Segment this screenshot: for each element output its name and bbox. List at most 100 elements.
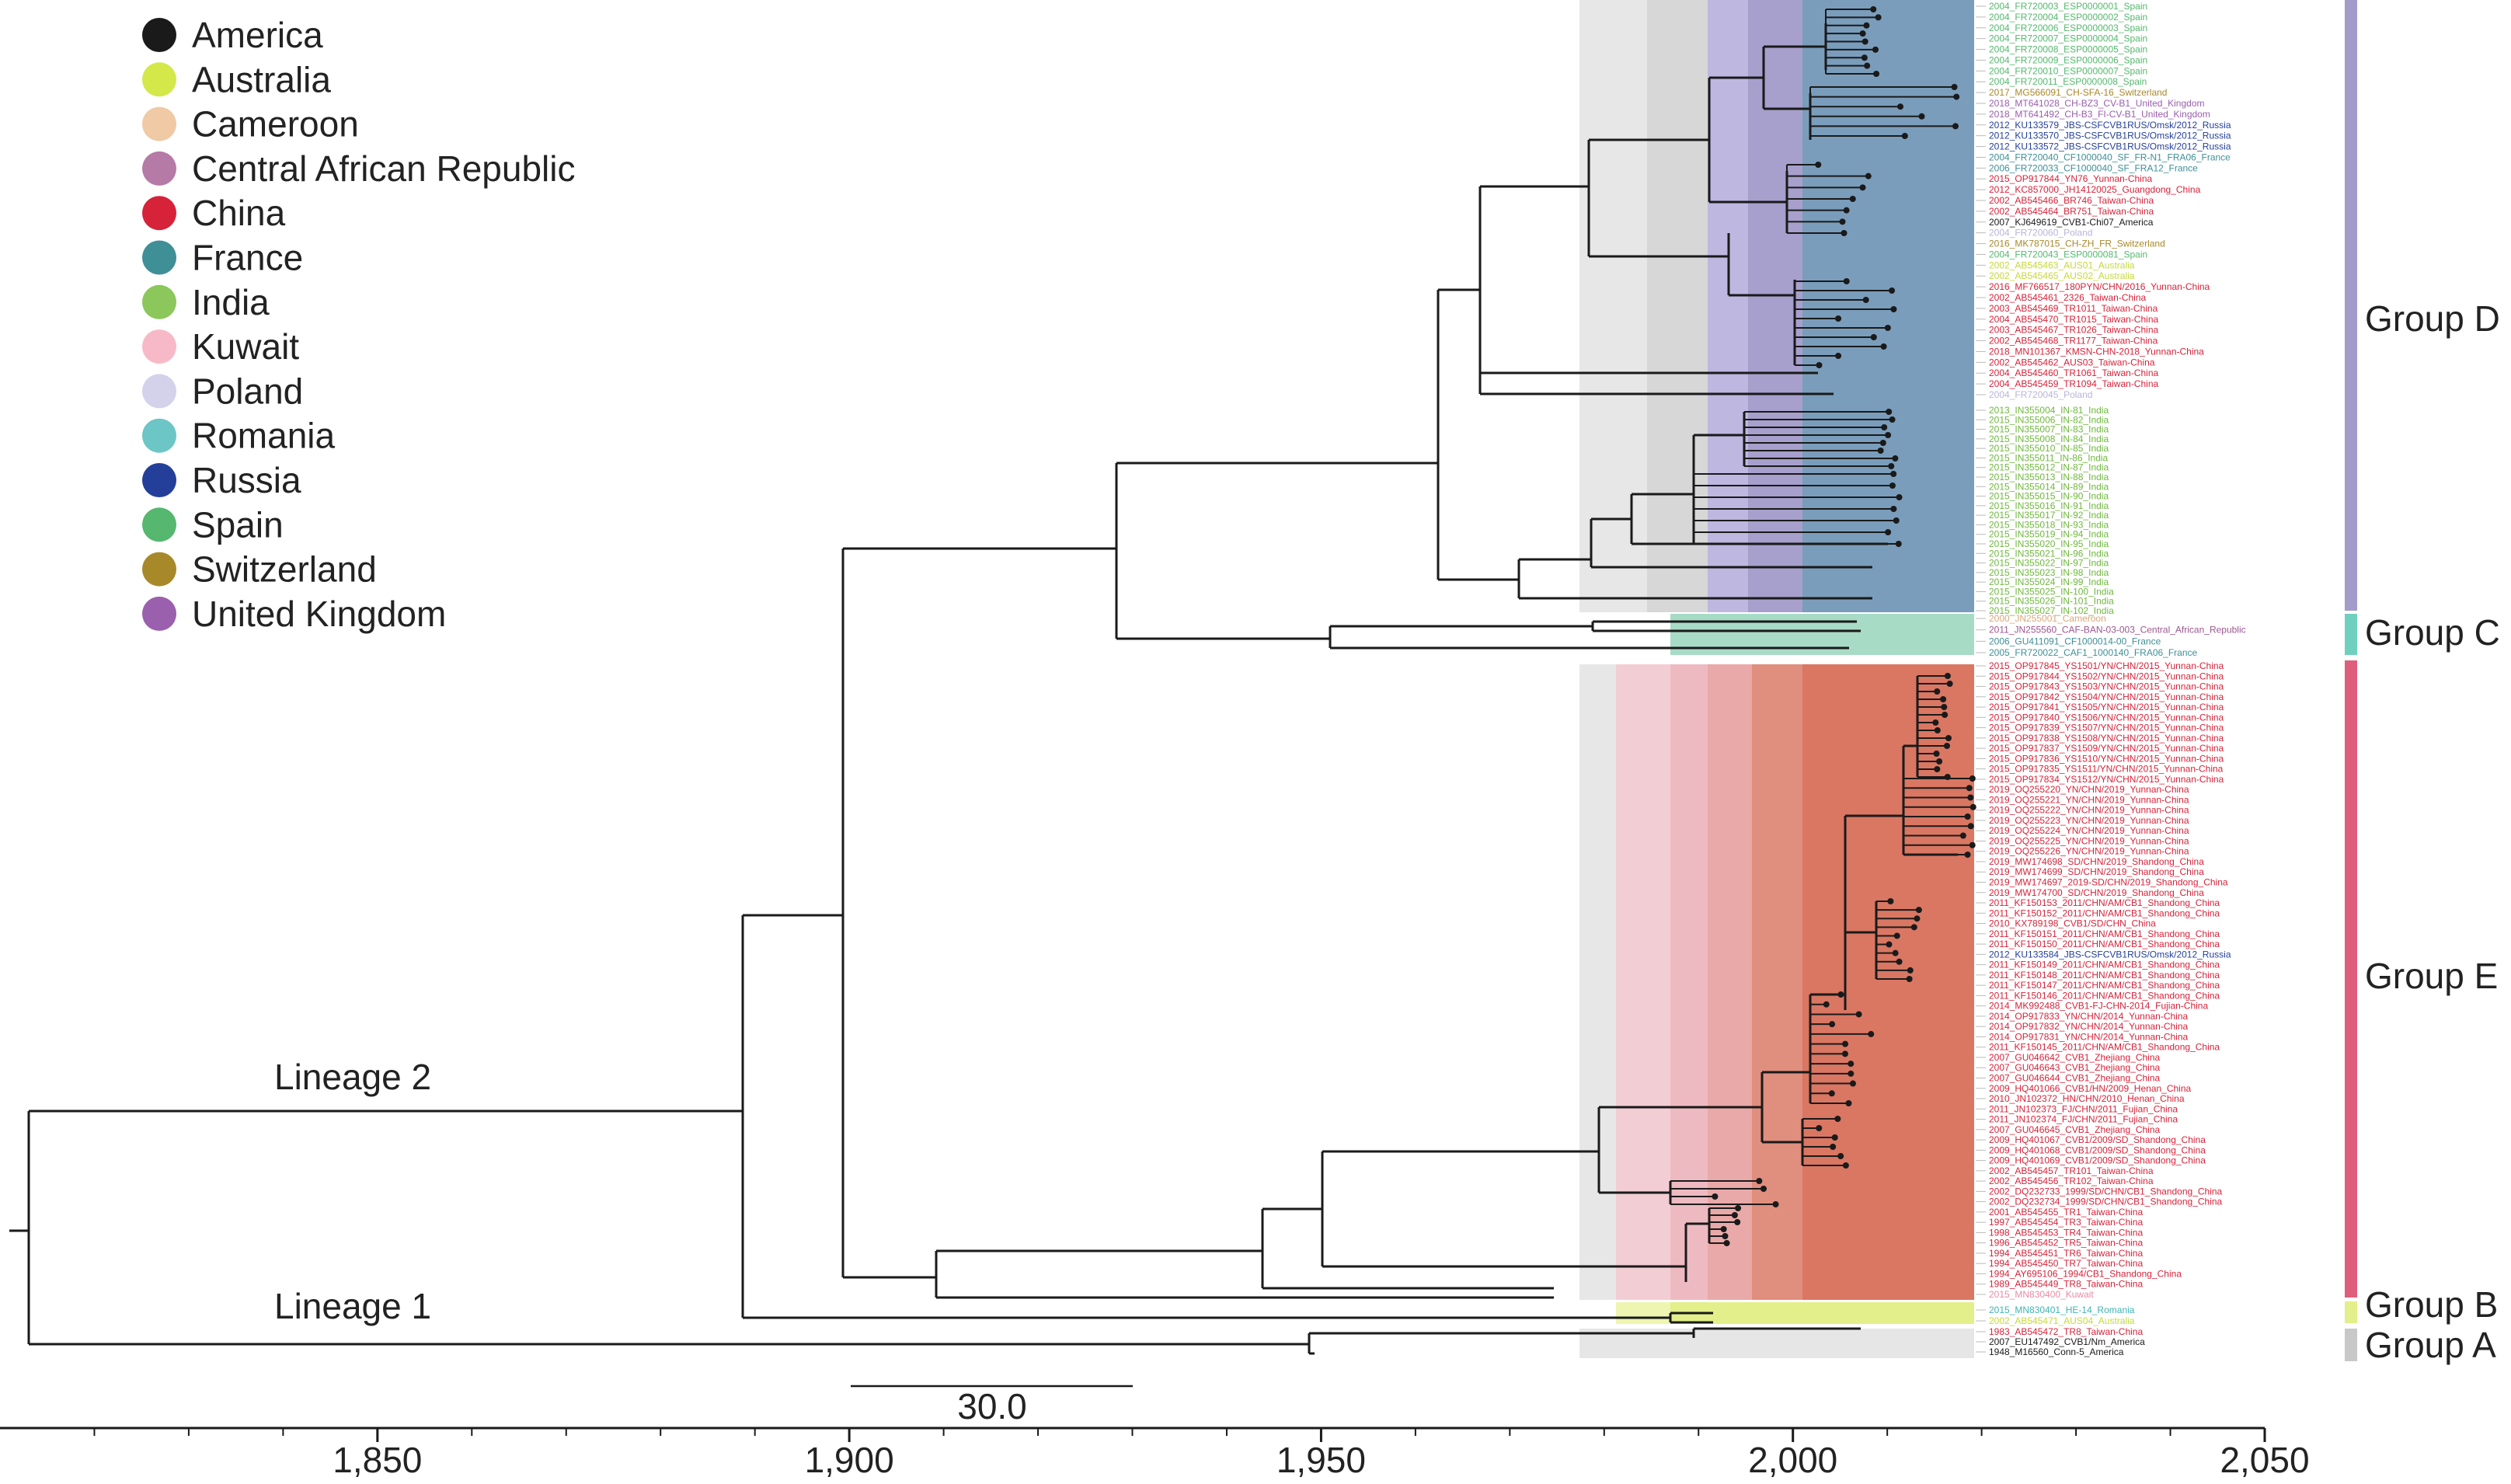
tip-label: 2004_FR720004_ESP0000002_Spain: [1989, 12, 2147, 23]
tip-label: 1989_AB545449_TR8_Taiwan-China: [1989, 1279, 2143, 1290]
legend-label: Kuwait: [192, 326, 299, 367]
legend-swatch: [142, 418, 176, 453]
tip-label: 2015_IN355023_IN-98_India: [1989, 567, 2109, 578]
legend-label: Australia: [192, 59, 331, 99]
tip-label: 2002_AB545464_BR751_Taiwan-China: [1989, 206, 2154, 217]
tip-label: 2002_AB545456_TR102_Taiwan-China: [1989, 1176, 2154, 1186]
axis-tick-label: 1,900: [805, 1440, 894, 1480]
tip-label: 2016_MK787015_CH-ZH_FR_Switzerland: [1989, 239, 2165, 249]
tip-label: 2015_OP917836_YS1510/YN/CHN/2015_Yunnan-…: [1989, 753, 2224, 764]
tip-label: 2019_OQ255220_YN/CHN/2019_Yunnan-China: [1989, 784, 2189, 795]
group-e-bar: [2345, 660, 2357, 1298]
tip-label: 2019_OQ255225_YN/CHN/2019_Yunnan-China: [1989, 835, 2189, 846]
legend-item: Russia: [142, 460, 301, 500]
tip-label: 1994_AB545450_TR7_Taiwan-China: [1989, 1258, 2143, 1269]
tip-label: 2011_JN102373_FJ/CHN/2011_Fujian_China: [1989, 1103, 2178, 1114]
legend-item: Central African Republic: [142, 148, 575, 189]
legend-item: United Kingdom: [142, 594, 446, 634]
tip-label: 2014_OP917833_YN/CHN/2014_Yunnan-China: [1989, 1011, 2189, 1022]
time-axis: 1,850 1,900 1,950 2,000 2,050: [0, 1427, 2310, 1480]
legend-label: America: [192, 15, 323, 55]
tip-label: 2019_OQ255221_YN/CHN/2019_Yunnan-China: [1989, 794, 2189, 805]
tip-label: 2011_KF150147_2011/CHN/AM/CB1_Shandong_C…: [1989, 980, 2220, 991]
tip-label: 2002_AB545471_AUS04_Australia: [1989, 1315, 2135, 1326]
legend-label: Cameroon: [192, 104, 359, 145]
tip-label: 2002_AB545457_TR101_Taiwan-China: [1989, 1165, 2154, 1176]
legend-label: Central African Republic: [192, 148, 575, 189]
legend-swatch: [142, 552, 176, 587]
group-d-label: Group D: [2365, 298, 2500, 339]
tip-label: 1948_M16560_Conn-5_America: [1989, 1346, 2124, 1357]
axis-tick-label: 1,850: [333, 1440, 422, 1480]
tip-label: 1996_AB545452_TR5_Taiwan-China: [1989, 1238, 2143, 1249]
tip-label: 2015_OP917843_YS1503/YN/CHN/2015_Yunnan-…: [1989, 681, 2224, 692]
tip-label: 2002_DQ232734_1999/SD/CHN/CB1_Shandong_C…: [1989, 1197, 2223, 1207]
scale-bar: 30.0: [851, 1385, 1133, 1427]
tip-label: 2004_FR720011_ESP0000008_Spain: [1989, 76, 2147, 87]
tip-label: 2011_KF150152_2011/CHN/AM/CB1_Shandong_C…: [1989, 907, 2220, 918]
tip-label: 2015_IN355016_IN-91_India: [1989, 500, 2109, 511]
tip-label: 2002_AB545462_AUS03_Taiwan-China: [1989, 357, 2155, 368]
legend-label: Romania: [192, 416, 336, 456]
tip-label: 2004_AB545459_TR1094_Taiwan-China: [1989, 378, 2158, 389]
tip-label: 2014_OP917832_YN/CHN/2014_Yunnan-China: [1989, 1021, 2189, 1032]
tip-label: 2015_IN355007_IN-83_India: [1989, 424, 2109, 435]
tip-label: 2013_IN355004_IN-81_India: [1989, 405, 2109, 416]
tip-label: 2019_OQ255224_YN/CHN/2019_Yunnan-China: [1989, 825, 2189, 836]
legend-item: China: [142, 193, 286, 233]
tip-label: 2002_AB545463_AUS01_Australia: [1989, 260, 2135, 270]
group-bars: [2345, 0, 2357, 1361]
legend-label: Switzerland: [192, 549, 377, 590]
tip-label: 2011_KF150151_2011/CHN/AM/CB1_Shandong_C…: [1989, 928, 2220, 939]
tip-label: 2011_JN102374_FJ/CHN/2011_Fujian_China: [1989, 1114, 2178, 1125]
group-b-bar: [2345, 1301, 2357, 1323]
tip-label: 1998_AB545453_TR4_Taiwan-China: [1989, 1227, 2143, 1238]
tip-label: 2015_IN355018_IN-93_India: [1989, 519, 2109, 530]
group-d-bar: [2345, 0, 2357, 611]
tip-label: 2015_IN355022_IN-97_India: [1989, 558, 2109, 569]
tip-label: 2009_HQ401067_CVB1/2009/SD_Shandong_Chin…: [1989, 1134, 2206, 1145]
tip-label: 2015_IN355019_IN-94_India: [1989, 529, 2109, 540]
tip-label: 2004_FR720009_ESP0000006_Spain: [1989, 54, 2147, 65]
tip-label: 2001_AB545455_TR1_Taiwan-China: [1989, 1207, 2143, 1218]
legend-swatch: [142, 374, 176, 409]
tip-label: 2019_MW174698_SD/CHN/2019_Shandong_China: [1989, 856, 2204, 867]
tip-label: 2015_OP917838_YS1508/YN/CHN/2015_Yunnan-…: [1989, 733, 2224, 744]
legend-label: India: [192, 282, 270, 322]
tip-label: 2004_FR720006_ESP0000003_Spain: [1989, 23, 2147, 33]
scale-bar-label: 30.0: [957, 1386, 1027, 1427]
tip-label: 2015_IN355015_IN-90_India: [1989, 491, 2109, 502]
tip-label: 2015_IN355006_IN-82_India: [1989, 414, 2109, 425]
tip-label: 2015_IN355010_IN-85_India: [1989, 443, 2109, 454]
tree-backbone: [9, 23, 1958, 1355]
tip-label: 2015_IN355024_IN-99_India: [1989, 577, 2109, 587]
tip-label: 2002_DQ232733_1999/SD/CHN/CB1_Shandong_C…: [1989, 1186, 2223, 1197]
tip-label: 2015_OP917841_YS1505/YN/CHN/2015_Yunnan-…: [1989, 702, 2224, 712]
tip-label: 2011_KF150149_2011/CHN/AM/CB1_Shandong_C…: [1989, 960, 2220, 970]
tip-label: 2019_OQ255222_YN/CHN/2019_Yunnan-China: [1989, 805, 2189, 816]
tip-label: 2019_OQ255223_YN/CHN/2019_Yunnan-China: [1989, 815, 2189, 826]
tip-label: 2009_HQ401069_CVB1/2009/SD_Shandong_Chin…: [1989, 1155, 2206, 1166]
legend-item: Romania: [142, 416, 336, 456]
tip-label: 2004_FR720010_ESP0000007_Spain: [1989, 65, 2147, 76]
tip-label: 1994_AB545451_TR6_Taiwan-China: [1989, 1248, 2143, 1259]
group-c-bar: [2345, 614, 2357, 655]
tip-label: 2015_IN355026_IN-101_India: [1989, 596, 2114, 607]
legend-swatch: [142, 596, 176, 631]
tip-label: 2011_KF150148_2011/CHN/AM/CB1_Shandong_C…: [1989, 970, 2220, 981]
axis-tick-label: 2,000: [1748, 1440, 1837, 1480]
tip-label: 2002_AB545461_2326_Taiwan-China: [1989, 292, 2146, 303]
axis-tick-label: 2,050: [2220, 1440, 2309, 1480]
tip-label: 2015_IN355021_IN-96_India: [1989, 548, 2109, 559]
tip-label: 2002_AB545468_TR1177_Taiwan-China: [1989, 336, 2158, 347]
group-a-label: Group A: [2365, 1325, 2496, 1365]
legend-label: Spain: [192, 504, 284, 545]
tip-label: 2012_KU133584_JBS-CSFCVB1RUS/Omsk/2012_R…: [1989, 949, 2231, 960]
tip-label: 2004_FR720060_Poland: [1989, 228, 2092, 239]
tip-label: 2015_IN355011_IN-86_India: [1989, 452, 2109, 463]
tip-label: 2015_MN830400_Kuwait: [1989, 1289, 2094, 1300]
legend-swatch: [142, 62, 176, 97]
tip-label: 2004_FR720040_CF1000040_SF_FR-N1_FRA06_F…: [1989, 152, 2231, 162]
